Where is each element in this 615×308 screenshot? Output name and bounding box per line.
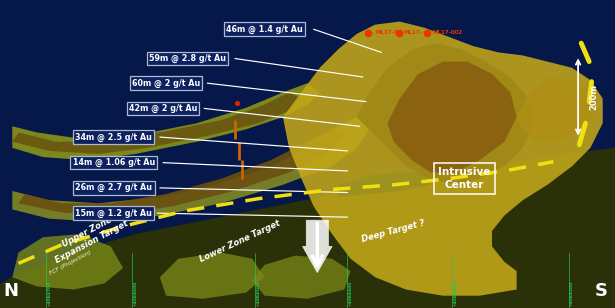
Text: N: N: [4, 282, 18, 300]
Polygon shape: [0, 148, 615, 308]
Text: Intrusive
Center: Intrusive Center: [438, 168, 491, 190]
Text: +4084700: +4084700: [47, 281, 51, 306]
Text: 60m @ 2 g/t Au: 60m @ 2 g/t Au: [132, 79, 200, 88]
Polygon shape: [357, 43, 535, 185]
Polygon shape: [12, 117, 369, 222]
Text: 200m: 200m: [589, 84, 598, 110]
Text: 14m @ 1.06 g/t Au: 14m @ 1.06 g/t Au: [73, 158, 155, 167]
Text: +4084400: +4084400: [349, 281, 352, 306]
Text: ML17-002: ML17-002: [432, 30, 462, 35]
Text: S: S: [595, 282, 608, 300]
Text: FCF (Projection): FCF (Projection): [49, 250, 92, 277]
Text: +4084500: +4084500: [256, 281, 260, 306]
Polygon shape: [12, 83, 320, 160]
Text: 42m @ 2 g/t Au: 42m @ 2 g/t Au: [129, 104, 197, 113]
Text: +4084600: +4084600: [133, 281, 137, 306]
Polygon shape: [283, 22, 603, 296]
Polygon shape: [338, 172, 430, 197]
Polygon shape: [12, 234, 123, 290]
Polygon shape: [252, 256, 351, 299]
Text: +4084200: +4084200: [570, 281, 574, 306]
Polygon shape: [160, 253, 264, 299]
Text: Lower Zone Target: Lower Zone Target: [198, 219, 282, 265]
Text: ML17-: ML17-: [403, 30, 423, 35]
Text: 59m @ 2.8 g/t Au: 59m @ 2.8 g/t Au: [149, 54, 226, 63]
Polygon shape: [18, 129, 344, 216]
Polygon shape: [517, 77, 597, 142]
Polygon shape: [12, 92, 301, 154]
Text: 26m @ 2.7 g/t Au: 26m @ 2.7 g/t Au: [75, 183, 153, 192]
Polygon shape: [387, 62, 517, 172]
Text: 15m @ 1.2 g/t Au: 15m @ 1.2 g/t Au: [76, 209, 153, 218]
Text: Upper Zone
Expansion Target: Upper Zone Expansion Target: [49, 209, 130, 265]
Polygon shape: [303, 220, 332, 273]
Text: 46m @ 1.4 g/t Au: 46m @ 1.4 g/t Au: [226, 25, 303, 34]
Text: 34m @ 2.5 g/t Au: 34m @ 2.5 g/t Au: [76, 132, 153, 142]
Text: +4084300: +4084300: [453, 281, 457, 306]
Text: ML17-00: ML17-00: [375, 30, 402, 35]
Text: Deep Target ?: Deep Target ?: [361, 218, 426, 244]
